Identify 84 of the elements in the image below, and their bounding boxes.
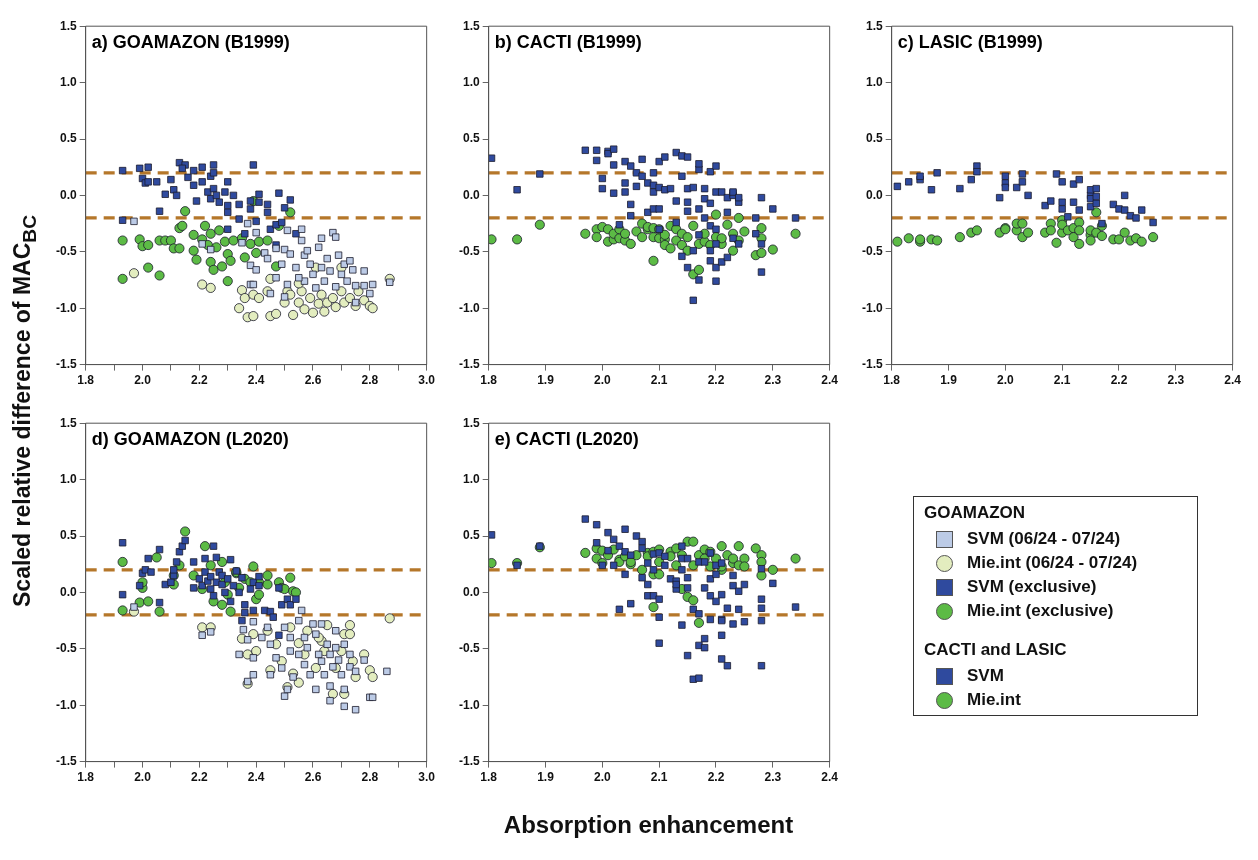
- legend-label: SVM: [967, 666, 1004, 686]
- x-tick-label: 2.4: [247, 770, 265, 785]
- legend-label: Mie.int (06/24 - 07/24): [967, 553, 1138, 573]
- x-tick-label: 2.2: [190, 770, 208, 785]
- x-tick-label: 2.0: [134, 373, 152, 388]
- x-axis-title: Absorption enhancement: [503, 811, 794, 839]
- x-tick-label: 1.9: [940, 373, 958, 388]
- legend-title: CACTI and LASIC: [924, 640, 1068, 661]
- y-tick-label: -0.5: [458, 244, 480, 259]
- x-tick-label: 2.1: [650, 770, 668, 785]
- x-tick-label: 1.8: [480, 770, 498, 785]
- y-tick-label: -1.0: [55, 300, 77, 315]
- x-tick-label: 2.2: [190, 373, 208, 388]
- y-tick-label: 1.0: [462, 74, 480, 89]
- x-tick-label: 2.6: [304, 373, 322, 388]
- x-tick-label: 2.0: [996, 373, 1014, 388]
- chart-title: a) GOAMAZON (B1999): [91, 32, 290, 53]
- x-tick-label: 1.8: [77, 770, 95, 785]
- x-tick-label: 2.3: [764, 770, 782, 785]
- y-tick-label: -1.5: [458, 753, 480, 768]
- x-tick-label: 2.4: [821, 770, 839, 785]
- y-tick-label: -0.5: [458, 641, 480, 656]
- legend-label: Mie.int (exclusive): [967, 601, 1114, 621]
- x-tick-label: 2.1: [650, 373, 668, 388]
- y-tick-label: 1.5: [59, 18, 77, 33]
- x-tick-label: 1.8: [77, 373, 95, 388]
- x-tick-label: 1.8: [480, 373, 498, 388]
- y-tick-label: 0.0: [462, 187, 480, 202]
- legend-title: GOAMAZON: [924, 503, 1027, 524]
- x-tick-label: 1.9: [537, 770, 555, 785]
- legend-label: Mie.int: [967, 690, 1021, 710]
- x-tick-label: 2.0: [134, 770, 152, 785]
- y-tick-label: -1.0: [458, 697, 480, 712]
- x-tick-label: 2.8: [361, 373, 379, 388]
- chart-title: b) CACTI (B1999): [494, 32, 642, 53]
- y-tick-label: -1.0: [861, 300, 883, 315]
- legend-label: SVM (06/24 - 07/24): [967, 529, 1121, 549]
- x-tick-label: 3.0: [418, 770, 436, 785]
- legend-label: SVM (exclusive): [967, 577, 1097, 597]
- y-tick-label: 1.0: [59, 471, 77, 486]
- x-tick-label: 2.2: [1110, 373, 1128, 388]
- x-tick-label: 2.4: [821, 373, 839, 388]
- x-tick-label: 1.8: [883, 373, 901, 388]
- y-tick-label: -1.5: [55, 753, 77, 768]
- y-tick-label: -1.5: [861, 356, 883, 371]
- x-tick-label: 2.6: [304, 770, 322, 785]
- y-tick-label: -1.0: [55, 697, 77, 712]
- y-tick-label: -1.5: [458, 356, 480, 371]
- x-tick-label: 2.8: [361, 770, 379, 785]
- y-tick-label: 1.5: [462, 415, 480, 430]
- y-tick-label: 0.0: [462, 584, 480, 599]
- x-tick-label: 3.0: [418, 373, 436, 388]
- y-tick-label: 1.5: [59, 415, 77, 430]
- y-tick-label: 0.5: [59, 528, 77, 543]
- y-tick-label: -0.5: [55, 641, 77, 656]
- y-tick-label: -0.5: [55, 244, 77, 259]
- x-tick-label: 2.4: [1224, 373, 1242, 388]
- chart-title: c) LASIC (B1999): [897, 32, 1043, 53]
- x-tick-label: 2.3: [764, 373, 782, 388]
- y-tick-label: 1.0: [462, 471, 480, 486]
- y-tick-label: 0.0: [865, 187, 883, 202]
- y-tick-label: -1.0: [458, 300, 480, 315]
- y-tick-label: -1.5: [55, 356, 77, 371]
- x-tick-label: 1.9: [537, 373, 555, 388]
- y-tick-label: 1.5: [462, 18, 480, 33]
- y-tick-label: 0.0: [59, 584, 77, 599]
- y-tick-label: 0.5: [462, 528, 480, 543]
- y-tick-label: 1.0: [59, 74, 77, 89]
- x-tick-label: 2.4: [247, 373, 265, 388]
- y-tick-label: 1.0: [865, 74, 883, 89]
- y-tick-label: 0.0: [59, 187, 77, 202]
- y-tick-label: 0.5: [865, 131, 883, 146]
- y-tick-label: 0.5: [59, 131, 77, 146]
- y-tick-label: 0.5: [462, 131, 480, 146]
- chart-title: e) CACTI (L2020): [494, 429, 639, 450]
- x-tick-label: 2.3: [1167, 373, 1185, 388]
- chart-title: d) GOAMAZON (L2020): [91, 429, 289, 450]
- x-tick-label: 2.0: [593, 770, 611, 785]
- y-tick-label: -0.5: [861, 244, 883, 259]
- y-tick-label: 1.5: [865, 18, 883, 33]
- x-tick-label: 2.2: [707, 770, 725, 785]
- x-tick-label: 2.2: [707, 373, 725, 388]
- x-tick-label: 2.0: [593, 373, 611, 388]
- x-tick-label: 2.1: [1053, 373, 1071, 388]
